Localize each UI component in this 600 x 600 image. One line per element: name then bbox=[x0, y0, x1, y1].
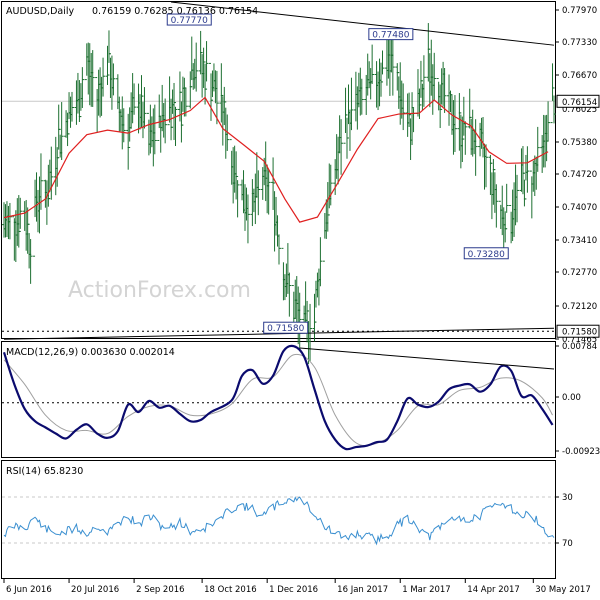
x-tick-label: 16 Jan 2017 bbox=[337, 585, 388, 595]
price-panel-frame bbox=[1, 1, 556, 339]
rsi-tick-label: 70 bbox=[562, 539, 573, 549]
price-tick-label: 0.77970 bbox=[562, 6, 597, 16]
macd-panel-frame bbox=[1, 341, 556, 458]
price-annotation-box bbox=[263, 321, 309, 334]
resistance-trendline bbox=[171, 1, 555, 46]
macd-trendline bbox=[299, 347, 555, 370]
price-annotation-box bbox=[463, 247, 509, 260]
price-tick-label: 0.72120 bbox=[562, 302, 597, 312]
rsi-tick-label: 30 bbox=[562, 493, 573, 503]
price-annotation-box bbox=[166, 13, 212, 26]
price-tick-label: 0.76670 bbox=[562, 71, 597, 81]
macd-tick-label: -0.00923 bbox=[562, 447, 600, 457]
ohlc-label: 0.76159 0.76285 0.76136 0.76154 bbox=[92, 6, 258, 17]
x-tick-label: 1 Dec 2016 bbox=[269, 585, 318, 595]
macd-axis: 0.00784 0.00 -0.00923 bbox=[555, 342, 600, 457]
macd-tick-label: 0.00 bbox=[562, 393, 581, 403]
price-bars bbox=[2, 23, 556, 365]
rsi-panel-frame bbox=[1, 460, 556, 579]
support-price-box bbox=[556, 324, 600, 338]
x-axis: 6 Jun 2016 20 Jul 2016 2 Sep 2016 18 Oct 20… bbox=[3, 579, 591, 595]
price-tick-label: 0.77330 bbox=[562, 38, 597, 48]
x-tick-label: 6 Jun 2016 bbox=[6, 585, 52, 595]
price-tick-label: 0.72770 bbox=[562, 268, 597, 278]
moving-average-line bbox=[3, 96, 549, 223]
price-tick-label: 0.75380 bbox=[562, 138, 597, 148]
x-tick-label: 2 Sep 2016 bbox=[136, 585, 184, 595]
x-tick-label: 14 Apr 2017 bbox=[467, 585, 520, 595]
support-price-label: 0.71580 bbox=[562, 328, 597, 338]
x-tick-label: 30 May 2017 bbox=[535, 585, 590, 595]
price-tick-label: 0.74720 bbox=[562, 170, 597, 180]
macd-label: MACD(12,26,9) 0.003630 0.002014 bbox=[6, 347, 175, 358]
price-tick-label: 0.73410 bbox=[562, 236, 597, 246]
x-tick-label: 20 Jul 2016 bbox=[71, 585, 119, 595]
price-trendlines bbox=[3, 1, 555, 340]
last-price-box bbox=[556, 94, 600, 108]
rsi-grid bbox=[2, 496, 555, 544]
price-annotation-box bbox=[368, 28, 414, 41]
rsi-axis: 70 30 bbox=[555, 493, 573, 549]
rsi-line bbox=[3, 496, 555, 546]
price-header: AUDUSD,Daily 0.76159 0.76285 0.76136 0.7… bbox=[6, 6, 258, 17]
price-tick-label: 0.71465 bbox=[562, 335, 597, 345]
rsi-lines bbox=[3, 496, 555, 546]
macd-signal-line bbox=[3, 353, 553, 447]
macd-main-line bbox=[2, 344, 554, 451]
last-price-label: 0.76154 bbox=[562, 98, 597, 108]
price-annotations: 0.77770 0.77480 0.73280 0.71580 bbox=[166, 13, 509, 334]
symbol-label: AUDUSD,Daily bbox=[6, 6, 75, 17]
price-annotation-label: 0.73280 bbox=[468, 250, 505, 260]
watermark: ActionForex.com bbox=[68, 278, 251, 303]
price-annotation-label: 0.77480 bbox=[372, 31, 409, 41]
price-annotation-label: 0.77770 bbox=[171, 16, 208, 26]
x-tick-label: 18 Oct 2016 bbox=[204, 585, 257, 595]
chart-frame bbox=[1, 1, 556, 579]
price-axis: 0.77970 0.77330 0.76670 0.75380 0.74720 0.740… bbox=[555, 6, 600, 345]
macd-lines bbox=[2, 344, 555, 451]
price-annotation-label: 0.71580 bbox=[267, 324, 304, 334]
macd-tick-label: 0.00784 bbox=[562, 342, 597, 352]
rsi-label: RSI(14) 65.8230 bbox=[6, 466, 83, 477]
moving-average bbox=[3, 96, 549, 223]
x-tick-label: 1 Mar 2017 bbox=[402, 585, 450, 595]
support-trendline bbox=[3, 327, 555, 340]
price-tick-label: 0.74070 bbox=[562, 203, 597, 213]
price-tick-label-partial: 0.76025 bbox=[562, 105, 597, 115]
